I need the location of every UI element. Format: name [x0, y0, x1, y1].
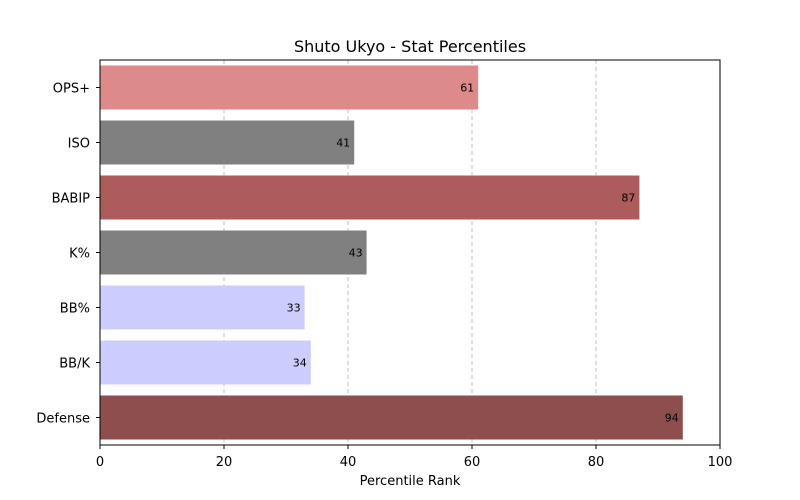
- bar-layer: [100, 65, 683, 440]
- y-tick-label: BB%: [60, 302, 90, 317]
- x-tick-label: 60: [464, 455, 481, 470]
- x-tick-label: 100: [708, 455, 733, 470]
- y-tick-label: Defense: [36, 412, 90, 427]
- x-tick-layer: 0 20 40 60 80 100: [96, 445, 733, 470]
- bar: [100, 230, 367, 275]
- bar-value-label: 34: [293, 357, 307, 370]
- bar: [100, 120, 355, 165]
- y-tick-label: BB/K: [59, 357, 90, 372]
- bar-value-label: 43: [349, 247, 363, 260]
- y-tick-label: BABIP: [52, 192, 91, 207]
- bar-value-label: 94: [665, 412, 679, 425]
- bar: [100, 175, 640, 220]
- chart-title: Shuto Ukyo - Stat Percentiles: [294, 37, 526, 56]
- x-tick-label: 0: [96, 455, 104, 470]
- bar: [100, 65, 479, 110]
- bar-value-label: 61: [460, 82, 474, 95]
- y-tick-label: ISO: [68, 137, 90, 152]
- x-axis-label: Percentile Rank: [360, 474, 461, 489]
- bar-value-label: 41: [336, 137, 350, 150]
- x-tick-label: 80: [588, 455, 605, 470]
- x-tick-label: 20: [216, 455, 233, 470]
- x-tick-label: 40: [340, 455, 357, 470]
- y-tick-label: K%: [69, 247, 90, 262]
- bar-value-label: 33: [287, 302, 301, 315]
- value-label-layer: 61 41 87 43 33 34 94: [287, 82, 679, 425]
- bar: [100, 395, 683, 440]
- y-tick-label: OPS+: [53, 82, 90, 97]
- y-tick-layer: OPS+ ISO BABIP K% BB% BB/K Defense: [36, 82, 100, 427]
- bar: [100, 285, 305, 330]
- bar: [100, 340, 311, 385]
- bar-value-label: 87: [621, 192, 635, 205]
